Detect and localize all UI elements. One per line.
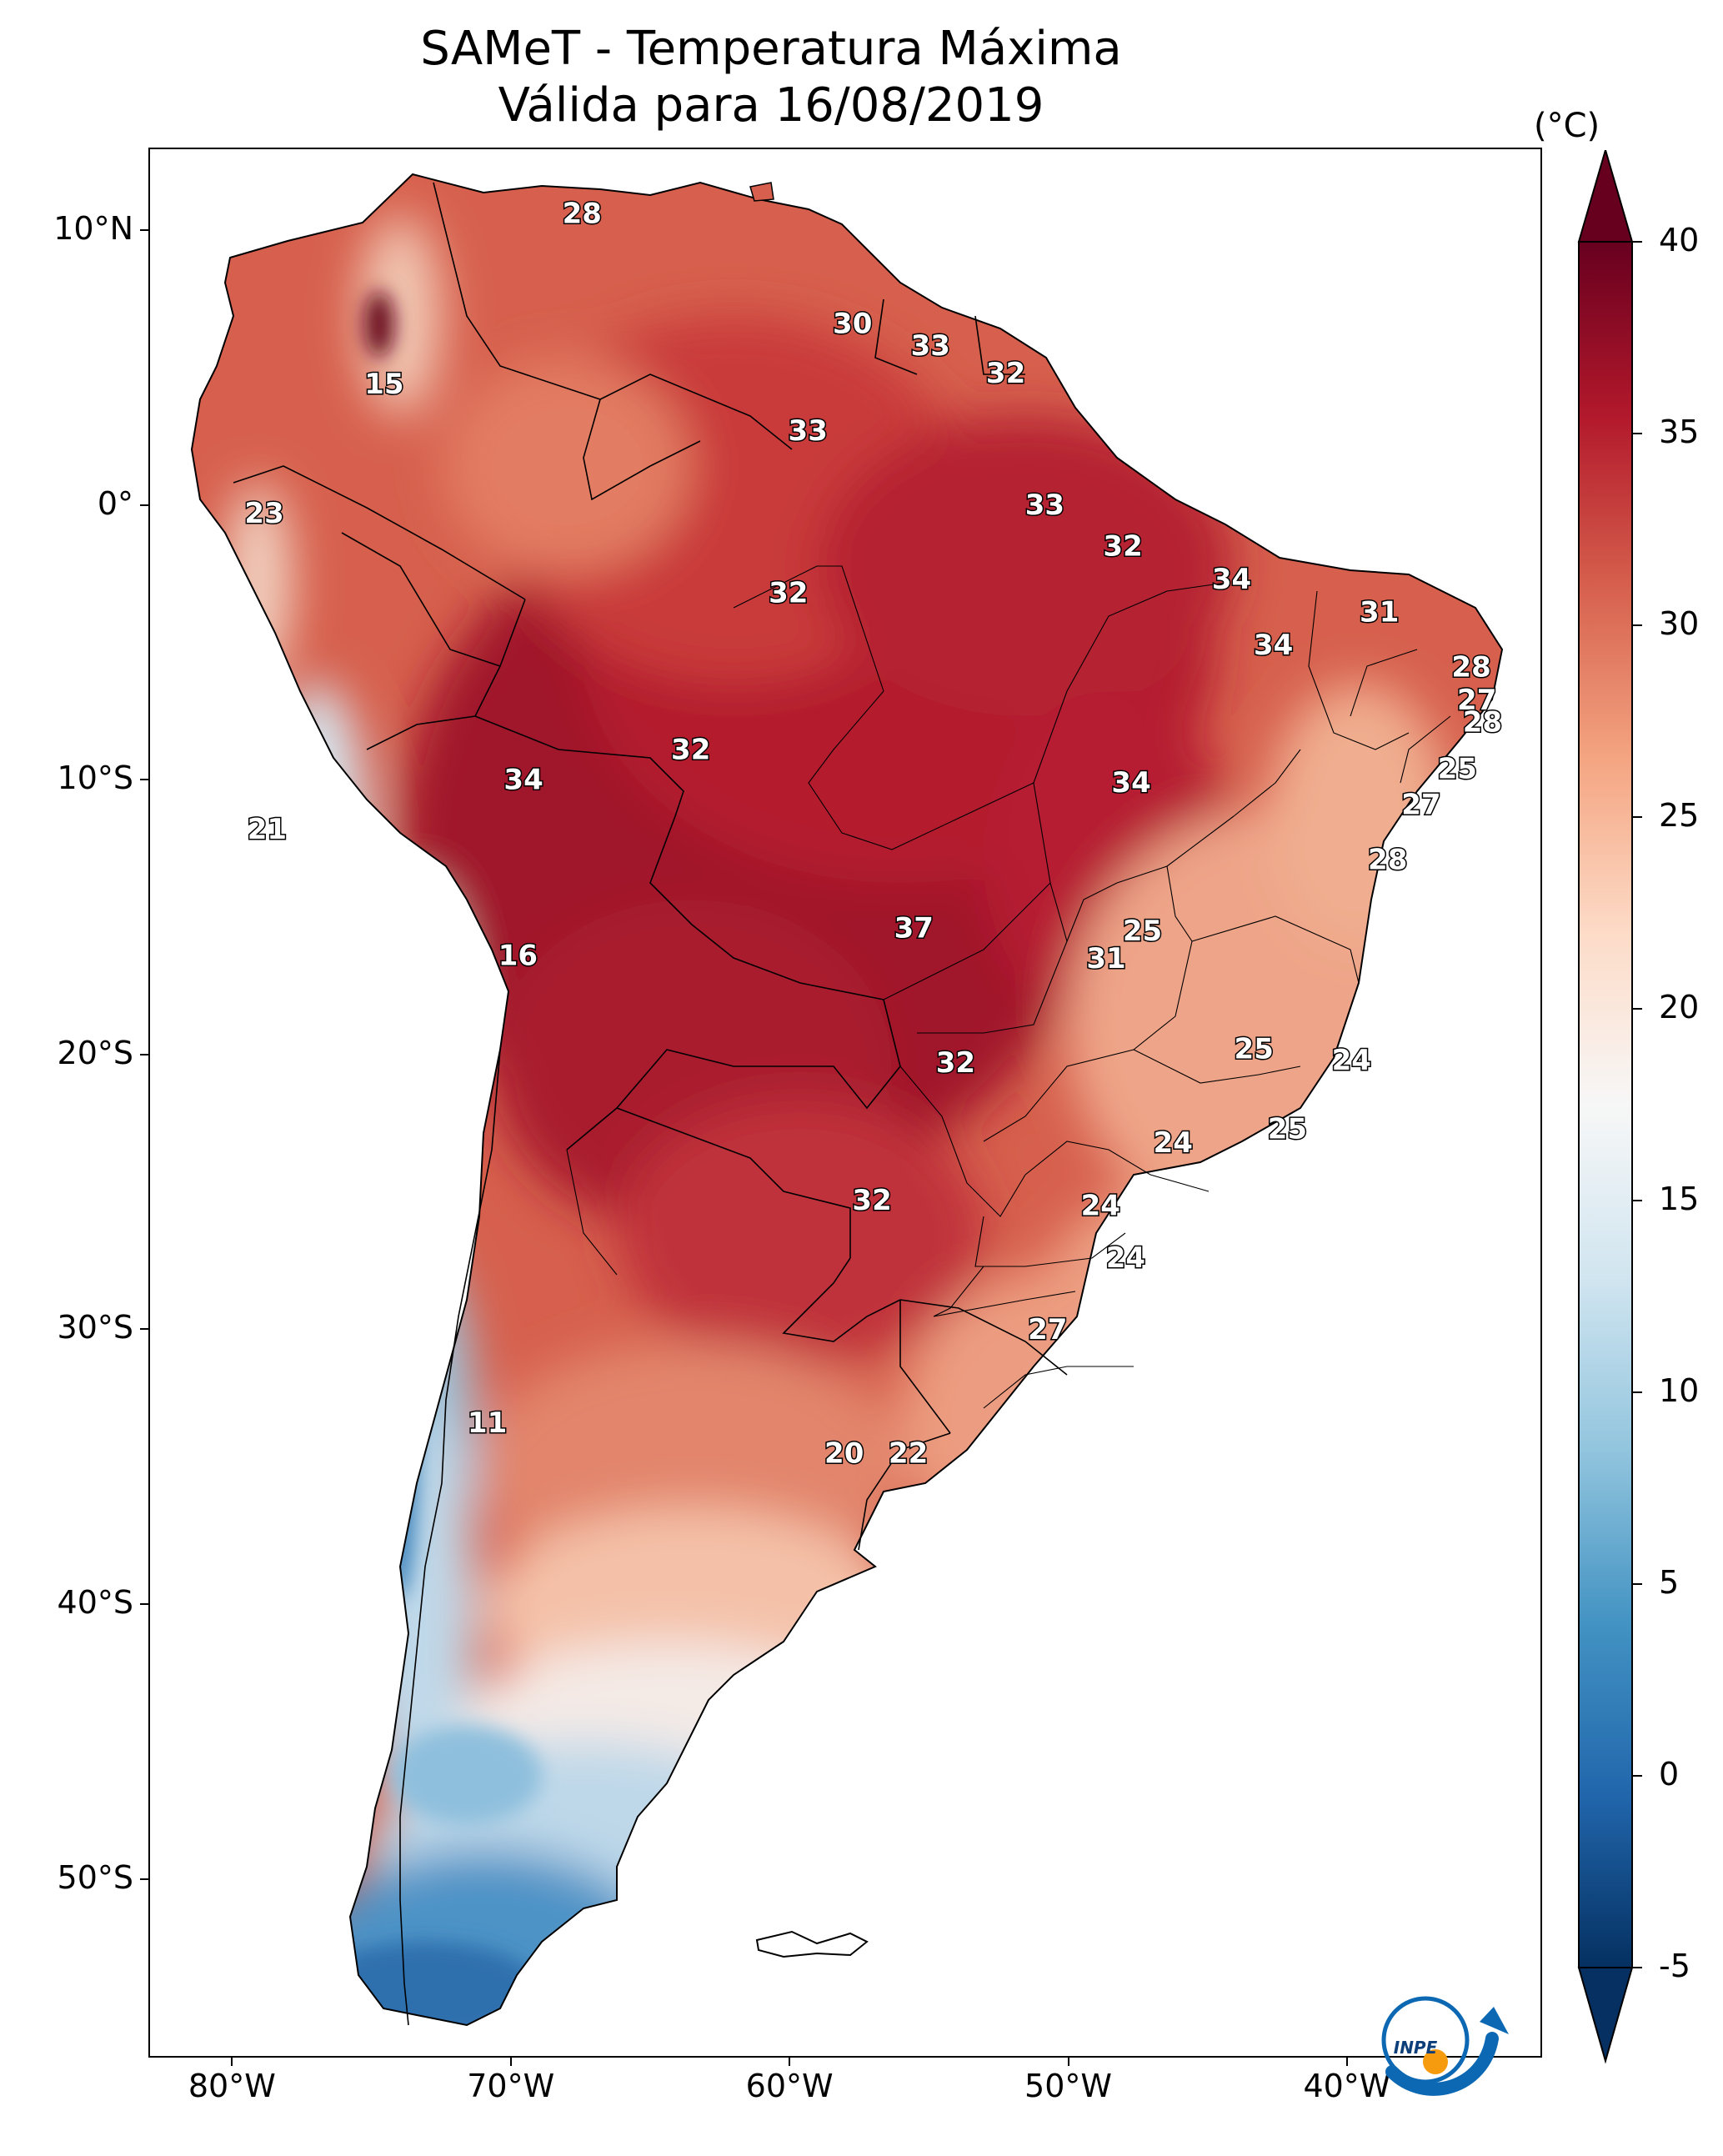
colorbar-tick-label: 0: [1659, 1756, 1680, 1792]
colorbar: [1575, 150, 1642, 2068]
temperature-label: 28: [1451, 651, 1490, 684]
temperature-label: 25: [1268, 1112, 1307, 1146]
longitude-tick-mark: [231, 2058, 233, 2066]
longitude-tick-label: 50°W: [1024, 2068, 1112, 2104]
longitude-tick-label: 40°W: [1303, 2068, 1391, 2104]
longitude-tick-mark: [1345, 2058, 1348, 2066]
temperature-label: 24: [1332, 1044, 1371, 1077]
temperature-label: 31: [1360, 596, 1399, 629]
colorbar-tick-label: 35: [1659, 414, 1700, 450]
longitude-tick-label: 60°W: [745, 2068, 834, 2104]
temperature-label: 11: [468, 1406, 507, 1440]
colorbar-tick-label: 5: [1659, 1564, 1680, 1601]
temperature-label: 33: [911, 329, 950, 363]
longitude-tick-mark: [789, 2058, 791, 2066]
temperature-label: 27: [1401, 788, 1440, 821]
temperature-label: 32: [1103, 530, 1142, 564]
latitude-tick-mark: [140, 1053, 148, 1055]
temperature-label: 25: [1235, 1033, 1274, 1066]
latitude-tick-mark: [140, 779, 148, 781]
colorbar-extend-min: [1577, 1967, 1634, 2064]
colorbar-tick-label: 25: [1659, 797, 1700, 834]
temperature-label: 34: [1212, 563, 1251, 596]
temperature-label: 21: [248, 813, 287, 846]
temperature-label: 27: [1028, 1313, 1067, 1346]
temperature-label: 34: [1254, 629, 1293, 662]
latitude-tick-label: 30°S: [57, 1309, 133, 1346]
colorbar-tick-label: 30: [1659, 605, 1700, 642]
trinidad: [749, 182, 774, 202]
latitude-tick-mark: [140, 1878, 148, 1880]
colorbar-gradient: [1578, 241, 1633, 1968]
map-title: SAMeT - Temperatura Máxima: [420, 22, 1122, 76]
temperature-label: 32: [769, 577, 808, 610]
temperature-label: 15: [364, 368, 403, 401]
colorbar-extend-max: [1577, 150, 1634, 243]
temperature-label: 32: [936, 1046, 975, 1080]
latitude-tick-label: 0°: [97, 484, 133, 522]
latitude-tick-label: 10°S: [57, 760, 133, 797]
temperature-label: 20: [824, 1436, 864, 1470]
latitude-tick-label: 40°S: [57, 1584, 133, 1622]
inpe-logo: INPE: [1367, 1988, 1509, 2097]
falklands: [755, 1930, 869, 1958]
latitude-tick-label: 50°S: [57, 1858, 133, 1896]
latitude-tick-mark: [140, 228, 148, 231]
temperature-label: 25: [1438, 753, 1477, 786]
latitude-tick-mark: [140, 1328, 148, 1331]
colorbar-tick-label: 40: [1659, 222, 1700, 258]
longitude-tick-label: 80°W: [188, 2068, 276, 2104]
colorbar-tick-label: 15: [1659, 1181, 1700, 1217]
colorbar-unit: (°C): [1534, 107, 1600, 145]
temperature-label: 37: [894, 912, 934, 945]
temperature-label: 32: [671, 733, 710, 766]
temperature-label: 25: [1123, 915, 1162, 948]
map-panel: 28 15 30 33 32 33 23 33 32 34 31 32 34 28 27 28 32 34 34 25…: [148, 148, 1542, 2058]
temperature-label: 32: [852, 1184, 891, 1217]
temperature-label: 23: [244, 497, 283, 530]
temperature-label: 28: [1463, 705, 1502, 739]
temperature-label: 22: [889, 1436, 928, 1470]
longitude-tick-mark: [1067, 2058, 1069, 2066]
temperature-label: 31: [1086, 942, 1125, 975]
temperature-label: 24: [1154, 1126, 1193, 1160]
latitude-tick-mark: [140, 504, 148, 506]
colorbar-tick-label: 10: [1659, 1372, 1700, 1409]
temperature-label: 28: [563, 198, 602, 231]
country-borders: [233, 182, 1068, 2026]
temperature-label: 34: [1111, 766, 1150, 800]
latitude-tick-label: 20°S: [57, 1034, 133, 1071]
map-subtitle: Válida para 16/08/2019: [498, 78, 1044, 133]
temperature-label: 16: [498, 940, 538, 973]
temperature-label: 33: [789, 414, 828, 448]
temperature-label: 32: [986, 357, 1025, 390]
colorbar-tick-label: -5: [1659, 1948, 1690, 1984]
latitude-tick-mark: [140, 1603, 148, 1606]
temperature-label: 34: [503, 764, 543, 797]
temperature-label: 28: [1368, 843, 1407, 876]
state-borders: [566, 565, 1451, 1409]
latitude-tick-label: 10°N: [53, 209, 133, 247]
temperature-label: 33: [1025, 489, 1064, 522]
logo-text: INPE: [1394, 2038, 1438, 2058]
longitude-tick-mark: [509, 2058, 512, 2066]
colorbar-tick-label: 20: [1659, 989, 1700, 1025]
longitude-tick-label: 70°W: [467, 2068, 555, 2104]
temperature-label: 24: [1081, 1190, 1120, 1223]
temperature-label: 24: [1106, 1241, 1145, 1275]
temperature-label: 27: [1457, 684, 1496, 717]
temperature-label: 30: [833, 308, 872, 341]
temperature-field: [192, 174, 1502, 2025]
